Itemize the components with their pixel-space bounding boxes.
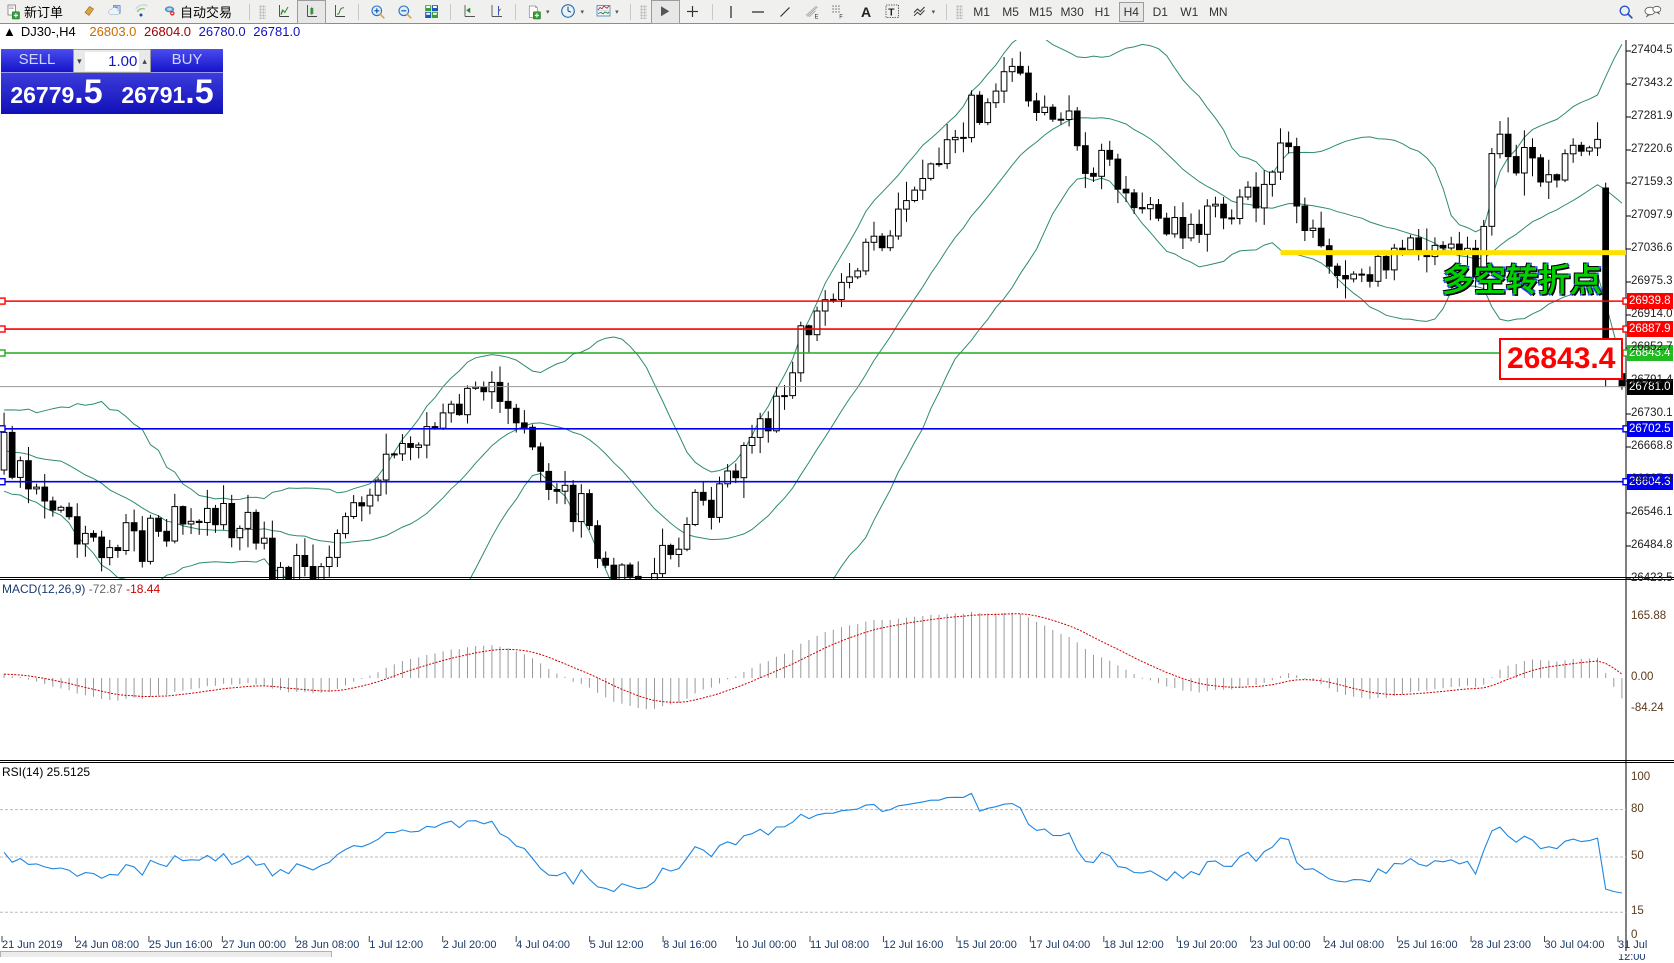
svg-text:E: E: [815, 14, 819, 20]
svg-text:F: F: [839, 14, 843, 20]
svg-text:T: T: [888, 7, 894, 18]
